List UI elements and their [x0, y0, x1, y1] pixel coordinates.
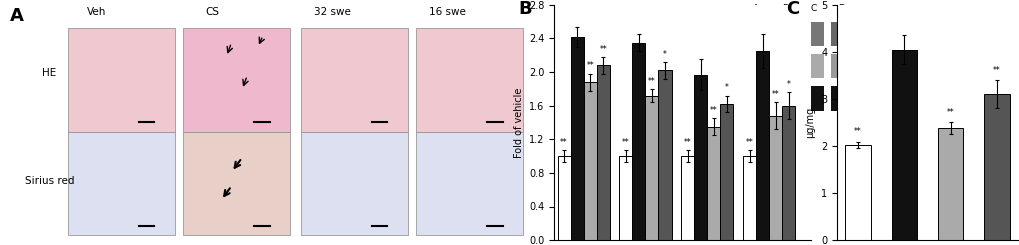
- Text: **: **: [853, 127, 861, 136]
- Text: C: C: [786, 0, 799, 18]
- FancyBboxPatch shape: [183, 132, 290, 235]
- FancyBboxPatch shape: [773, 86, 795, 111]
- Text: B: B: [518, 0, 532, 18]
- Text: A: A: [752, 4, 759, 13]
- Text: **: **: [745, 138, 753, 147]
- FancyBboxPatch shape: [829, 54, 852, 78]
- Text: **: **: [586, 61, 593, 70]
- FancyBboxPatch shape: [745, 22, 766, 46]
- Text: C: C: [809, 4, 815, 13]
- Text: HE: HE: [43, 68, 57, 78]
- Text: Col-I: Col-I: [729, 29, 748, 38]
- FancyBboxPatch shape: [801, 54, 823, 78]
- Bar: [570, 37, 583, 240]
- FancyBboxPatch shape: [68, 28, 175, 132]
- FancyBboxPatch shape: [801, 86, 823, 111]
- Bar: [743, 156, 755, 240]
- FancyBboxPatch shape: [745, 54, 766, 78]
- Bar: [583, 82, 596, 240]
- Text: **: **: [647, 76, 655, 86]
- Bar: [768, 116, 782, 240]
- Bar: [557, 156, 570, 240]
- FancyBboxPatch shape: [68, 132, 175, 235]
- Bar: [891, 49, 916, 240]
- FancyBboxPatch shape: [745, 86, 766, 111]
- Y-axis label: Fold of vehicle: Fold of vehicle: [514, 87, 523, 158]
- Text: **: **: [993, 65, 1000, 74]
- Bar: [755, 51, 768, 240]
- Text: D: D: [838, 4, 845, 13]
- Bar: [845, 145, 870, 240]
- Text: Col-III: Col-III: [723, 62, 748, 71]
- Text: GAPDH: GAPDH: [717, 94, 748, 103]
- Bar: [706, 127, 719, 240]
- Text: A: A: [10, 7, 24, 25]
- Bar: [782, 106, 795, 240]
- Bar: [983, 94, 1009, 240]
- Bar: [658, 70, 671, 240]
- Text: **: **: [771, 90, 779, 99]
- Text: Sirius red: Sirius red: [24, 176, 74, 186]
- Text: **: **: [622, 138, 629, 147]
- Bar: [681, 156, 694, 240]
- Bar: [596, 65, 609, 240]
- FancyBboxPatch shape: [773, 54, 795, 78]
- FancyBboxPatch shape: [183, 28, 290, 132]
- Text: **: **: [683, 138, 691, 147]
- Text: Veh: Veh: [87, 7, 106, 17]
- FancyBboxPatch shape: [416, 132, 523, 235]
- FancyBboxPatch shape: [829, 22, 852, 46]
- Text: CS: CS: [205, 7, 219, 17]
- Bar: [937, 128, 963, 240]
- Bar: [619, 156, 632, 240]
- Text: *: *: [786, 80, 790, 89]
- Bar: [694, 75, 706, 240]
- FancyBboxPatch shape: [773, 22, 795, 46]
- Text: **: **: [599, 45, 606, 54]
- Bar: [632, 43, 645, 240]
- FancyBboxPatch shape: [301, 28, 408, 132]
- Text: **: **: [709, 106, 717, 115]
- Y-axis label: μg/mg: μg/mg: [805, 107, 815, 138]
- Text: *: *: [725, 83, 728, 92]
- Text: 16 swe: 16 swe: [429, 7, 466, 17]
- FancyBboxPatch shape: [301, 132, 408, 235]
- FancyBboxPatch shape: [829, 86, 852, 111]
- FancyBboxPatch shape: [801, 22, 823, 46]
- Bar: [645, 96, 658, 240]
- Text: **: **: [946, 108, 954, 117]
- Text: B: B: [781, 4, 787, 13]
- Text: **: **: [559, 138, 568, 147]
- FancyBboxPatch shape: [416, 28, 523, 132]
- Bar: [719, 104, 733, 240]
- Text: 32 swe: 32 swe: [314, 7, 351, 17]
- Text: *: *: [662, 50, 666, 59]
